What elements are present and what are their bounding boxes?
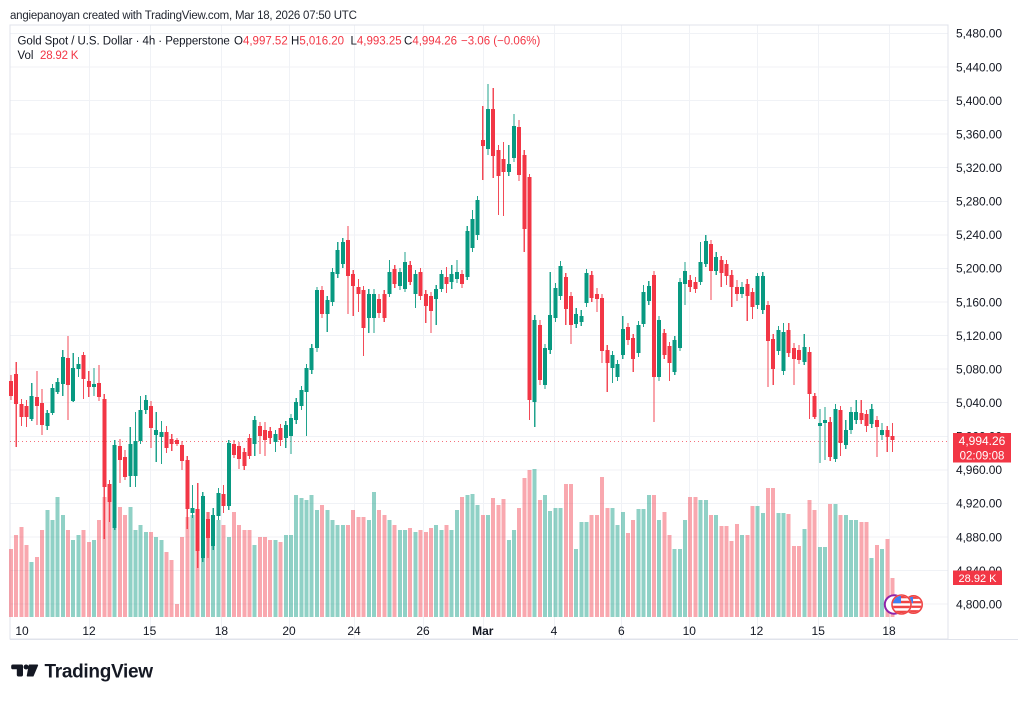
- svg-text:10: 10: [15, 624, 29, 638]
- svg-text:Gold Spot / U.S. Dollar · 4h ·: Gold Spot / U.S. Dollar · 4h · Peppersto…: [18, 35, 230, 47]
- svg-text:02:09:08: 02:09:08: [960, 451, 1005, 463]
- svg-text:4,994.26: 4,994.26: [959, 434, 1006, 448]
- svg-text:4,960.00: 4,960.00: [956, 463, 1002, 477]
- svg-text:20: 20: [282, 624, 296, 638]
- svg-text:L4,993.25: L4,993.25: [351, 35, 402, 47]
- svg-text:18: 18: [215, 624, 229, 638]
- svg-text:5,160.00: 5,160.00: [956, 295, 1002, 309]
- svg-text:15: 15: [812, 624, 826, 638]
- svg-text:5,360.00: 5,360.00: [956, 127, 1002, 141]
- svg-text:18: 18: [882, 624, 896, 638]
- svg-text:5,080.00: 5,080.00: [956, 363, 1002, 377]
- svg-text:12: 12: [82, 624, 96, 638]
- svg-text:5,440.00: 5,440.00: [956, 60, 1002, 74]
- svg-text:−3.06 (−0.06%): −3.06 (−0.06%): [461, 35, 540, 47]
- svg-text:26: 26: [416, 624, 430, 638]
- svg-text:TradingView: TradingView: [45, 662, 154, 683]
- svg-text:5,200.00: 5,200.00: [956, 262, 1002, 276]
- svg-text:angiepanoyan created with Trad: angiepanoyan created with TradingView.co…: [10, 10, 357, 22]
- svg-text:10: 10: [683, 624, 697, 638]
- svg-text:4,800.00: 4,800.00: [956, 598, 1002, 612]
- svg-text:15: 15: [143, 624, 157, 638]
- svg-text:O4,997.52: O4,997.52: [234, 35, 288, 47]
- svg-text:5,120.00: 5,120.00: [956, 329, 1002, 343]
- svg-text:5,400.00: 5,400.00: [956, 94, 1002, 108]
- svg-text:5,480.00: 5,480.00: [956, 27, 1002, 41]
- svg-text:12: 12: [750, 624, 764, 638]
- svg-text:5,320.00: 5,320.00: [956, 161, 1002, 175]
- svg-text:H5,016.20: H5,016.20: [291, 35, 344, 47]
- svg-text:28.92 K: 28.92 K: [40, 50, 79, 62]
- svg-text:5,240.00: 5,240.00: [956, 228, 1002, 242]
- svg-text:4: 4: [551, 624, 558, 638]
- svg-text:C4,994.26: C4,994.26: [404, 35, 457, 47]
- svg-text:6: 6: [618, 624, 625, 638]
- svg-text:28.92 K: 28.92 K: [959, 573, 998, 585]
- svg-text:5,280.00: 5,280.00: [956, 195, 1002, 209]
- svg-text:Vol: Vol: [18, 50, 34, 62]
- svg-text:4,920.00: 4,920.00: [956, 497, 1002, 511]
- svg-text:4,880.00: 4,880.00: [956, 530, 1002, 544]
- svg-text:Mar: Mar: [472, 624, 494, 638]
- svg-text:24: 24: [347, 624, 361, 638]
- svg-text:5,040.00: 5,040.00: [956, 396, 1002, 410]
